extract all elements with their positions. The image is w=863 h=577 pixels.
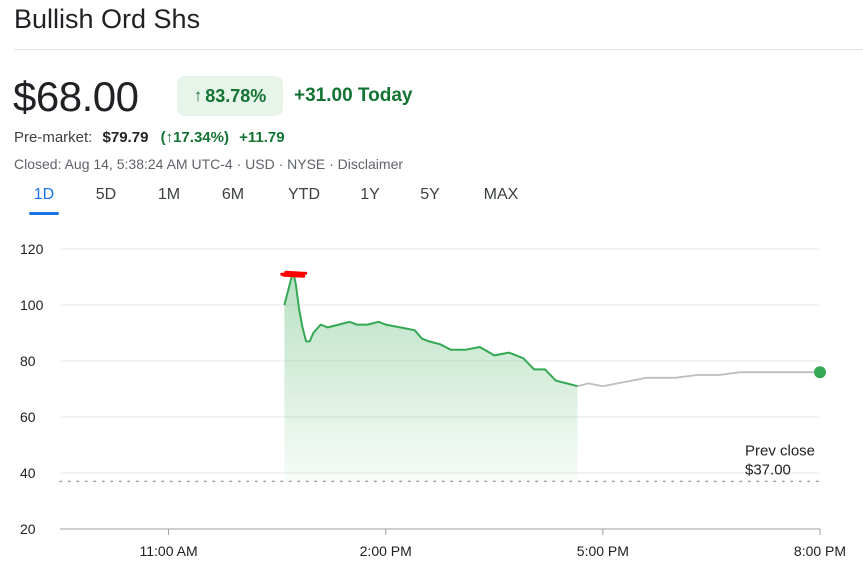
peak-marker [280, 270, 308, 278]
title-divider [14, 49, 863, 50]
y-tick-label: 120 [20, 241, 44, 257]
range-tabs: 1D 5D 1M 6M YTD 1Y 5Y MAX [0, 186, 560, 216]
extended-session-line [577, 371, 820, 388]
regular-session-line [283, 273, 578, 388]
last-price-dot [814, 366, 826, 379]
premarket-pct-group: (↑17.34%) [160, 129, 229, 146]
arrow-up-icon: ↑ [165, 129, 174, 146]
change-percent: 83.78% [205, 85, 267, 106]
x-tick-label: 5:00 PM [577, 543, 629, 559]
y-tick-label: 60 [20, 409, 36, 425]
tab-6m[interactable]: 6M [221, 186, 245, 203]
tab-5d[interactable]: 5D [95, 186, 117, 203]
change-today: +31.00 Today [294, 85, 413, 106]
x-tick-label: 8:00 PM [794, 543, 846, 559]
x-tick-label: 11:00 AM [140, 543, 198, 559]
prev-close-value: $37.00 [745, 461, 791, 478]
y-tick-label: 40 [20, 465, 36, 481]
y-tick-label: 80 [20, 353, 36, 369]
premarket-price: $79.79 [102, 129, 149, 146]
tab-1d[interactable]: 1D [33, 186, 55, 203]
y-tick-label: 20 [20, 521, 36, 537]
current-price: $68.00 [13, 73, 139, 120]
tab-5y[interactable]: 5Y [420, 186, 440, 203]
premarket-label: Pre-market: [14, 129, 93, 146]
active-tab-indicator [29, 212, 59, 215]
tab-ytd[interactable]: YTD [288, 186, 320, 203]
market-status: Closed: Aug 14, 5:38:24 AM UTC-4 · USD ·… [14, 156, 404, 172]
premarket-pct: 17.34% [173, 129, 224, 146]
regular-session-area [284, 274, 578, 482]
tab-1m[interactable]: 1M [157, 186, 181, 203]
tab-1y[interactable]: 1Y [360, 186, 380, 203]
arrow-up-icon: ↑ [193, 86, 203, 105]
change-percent-badge: ↑ 83.78% [177, 76, 283, 116]
x-tick-label: 2:00 PM [360, 543, 412, 559]
prev-close-label: Prev close [745, 442, 815, 459]
premarket-row: Pre-market: $79.79 (↑17.34%) +11.79 [14, 129, 285, 146]
tab-max[interactable]: MAX [483, 186, 519, 203]
premarket-change: +11.79 [239, 129, 285, 146]
stock-title: Bullish Ord Shs [14, 4, 201, 34]
y-tick-label: 100 [20, 297, 44, 313]
